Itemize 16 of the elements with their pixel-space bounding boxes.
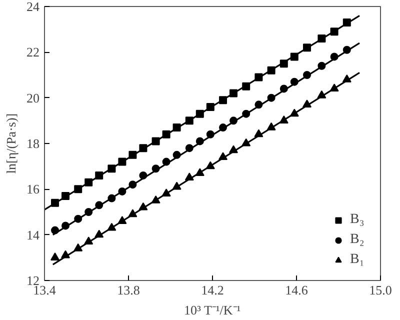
y-tick-label: 18 xyxy=(26,136,40,151)
y-tick-label: 22 xyxy=(26,44,40,60)
x-tick-label: 13.8 xyxy=(117,282,140,298)
y-axis-title: ln[η/(Pa·s)] xyxy=(4,113,18,174)
x-tick-label: 15.0 xyxy=(369,282,392,298)
x-tick-label: 14.2 xyxy=(201,282,224,298)
y-tick-label: 16 xyxy=(26,182,40,197)
point xyxy=(50,252,60,260)
legend-label: B₂ xyxy=(350,232,366,248)
x-axis-title: 10³ T⁻¹/K⁻¹ xyxy=(184,302,241,318)
y-tick-label: 24 xyxy=(26,0,40,14)
y-tick-label: 20 xyxy=(26,90,40,106)
x-tick-label: 14.6 xyxy=(285,282,308,298)
legend-label: B₁ xyxy=(350,252,366,268)
legend-label: B₃ xyxy=(350,212,366,228)
y-tick-label: 14 xyxy=(26,227,40,242)
